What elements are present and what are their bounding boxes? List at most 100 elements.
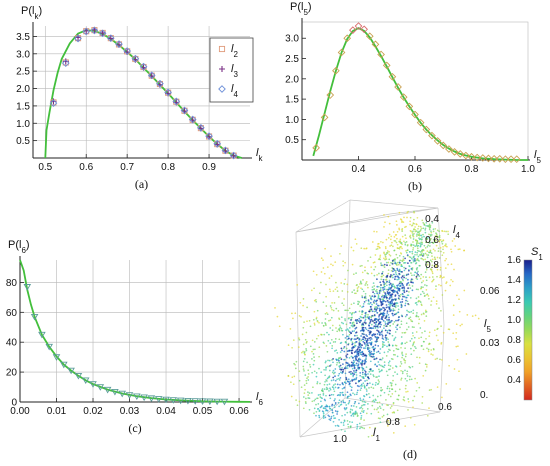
cloud-point (323, 383, 326, 386)
cloud-point (421, 257, 424, 260)
cloud-point (362, 303, 365, 305)
cloud-point (397, 308, 400, 311)
cloud-point (323, 368, 325, 371)
cloud-point (364, 339, 366, 342)
cloud-point (300, 386, 303, 389)
cloud-point (414, 245, 417, 248)
cloud-point (415, 262, 418, 264)
cloud-point (412, 247, 415, 249)
cloud-point-core (377, 350, 380, 353)
cloud-point-core (406, 314, 408, 316)
colorbar-label-part: 1 (538, 253, 543, 262)
cloud-point (319, 382, 321, 385)
cloud-point (438, 240, 441, 243)
cloud-point (368, 354, 371, 357)
cloud-point (368, 392, 370, 395)
cloud-point (433, 256, 436, 259)
cloud-point (325, 295, 327, 298)
cloud-point (355, 364, 357, 367)
cloud-point (410, 353, 413, 356)
cloud-point-core (347, 337, 350, 340)
cloud-point (359, 374, 362, 377)
data-point (67, 367, 75, 375)
cloud-point (370, 272, 373, 275)
cloud-point-core (360, 335, 362, 337)
cloud-point-core (398, 270, 400, 273)
cloud-point (332, 309, 335, 312)
cloud-point (394, 354, 396, 356)
data-point (467, 152, 476, 161)
cloud-point-core (384, 336, 387, 339)
cloud-point-core (354, 334, 356, 337)
cloud-point (380, 369, 383, 372)
cloud-point (438, 257, 441, 259)
cloud-point (309, 363, 311, 366)
cloud-point (452, 332, 455, 335)
y-tick-label: 2.0 (16, 84, 30, 95)
cloud-point-core (390, 319, 393, 322)
cloud-point (287, 344, 290, 347)
cloud-point (433, 239, 436, 242)
cloud-point (336, 352, 339, 354)
cloud-point-core (346, 356, 348, 359)
cloud-point-core (405, 284, 408, 286)
cloud-point-core (359, 358, 362, 361)
x-axis-label-part: k (258, 154, 263, 163)
cloud-point (376, 408, 378, 411)
cloud-point-core (369, 368, 372, 371)
y-axis-label-part: l (32, 5, 34, 17)
cloud-point-core (364, 343, 366, 345)
cloud-point (396, 409, 399, 412)
cloud-point-core (355, 382, 357, 385)
cloud-point (315, 337, 318, 340)
cloud-point (354, 412, 356, 415)
cloud-point (307, 391, 309, 393)
cloud-point (379, 417, 381, 420)
cloud-point (391, 344, 394, 347)
cloud-point (423, 340, 425, 343)
cloud-point-core (389, 282, 392, 285)
cloud-point (290, 381, 292, 384)
l5-axis-label-part: l (484, 318, 487, 330)
cloud-point (329, 342, 332, 344)
y-tick-label: 2.5 (16, 67, 30, 78)
cloud-point (401, 356, 403, 359)
cloud-point-core (385, 337, 388, 340)
y-tick-label: 3.5 (16, 32, 30, 43)
cloud-point (375, 381, 377, 384)
cloud-point-core (381, 272, 384, 275)
cloud-point (381, 403, 384, 406)
cloud-point (329, 305, 332, 307)
cloud-point (362, 290, 365, 293)
cloud-point-core (369, 330, 371, 333)
cloud-point (420, 227, 423, 230)
cloud-point (388, 348, 390, 351)
cloud-point (373, 408, 376, 411)
cloud-point (385, 399, 387, 401)
cloud-point (411, 267, 414, 269)
cloud-point (322, 267, 325, 269)
cloud-point (415, 223, 418, 225)
cloud-point-core (388, 307, 391, 310)
cloud-point (323, 388, 326, 390)
cloud-point (377, 242, 380, 245)
cloud-point-core (389, 302, 392, 305)
cloud-point-core (349, 331, 351, 334)
cloud-point-core (358, 348, 361, 351)
cloud-point (377, 361, 380, 363)
cloud-point (406, 249, 409, 252)
cloud-point-core (358, 360, 360, 363)
cloud-point (437, 339, 439, 342)
data-point (484, 154, 493, 163)
cloud-point-core (384, 293, 387, 296)
cloud-point (360, 406, 363, 409)
cloud-point (313, 324, 316, 326)
panel-b: 0.4 0.6 0.8 1.00.51.01.52.02.53.0P(l5)l5(b) (285, 1, 541, 193)
cloud-point (368, 370, 371, 373)
cloud-point (334, 398, 336, 400)
cloud-point-core (379, 313, 382, 316)
cloud-point (324, 380, 326, 383)
cloud-point (335, 307, 338, 310)
cloud-point-core (375, 318, 378, 321)
cloud-point-core (361, 296, 364, 299)
